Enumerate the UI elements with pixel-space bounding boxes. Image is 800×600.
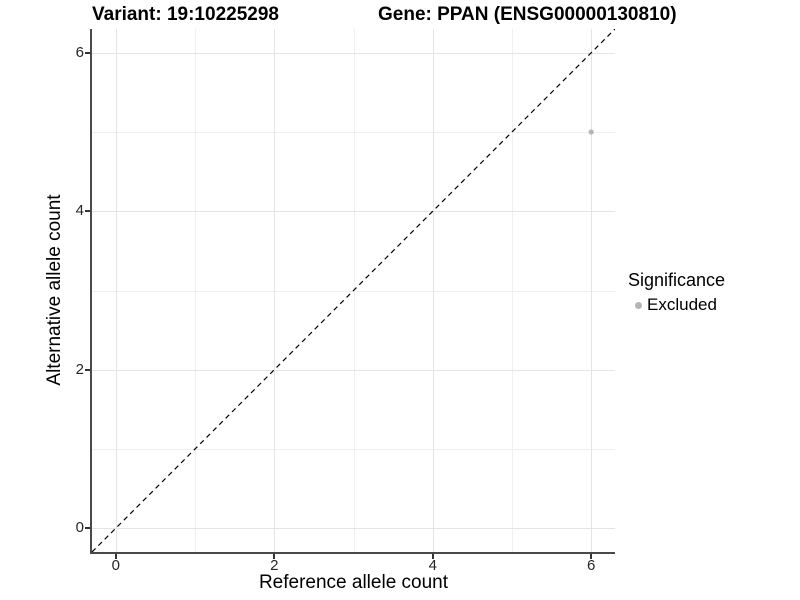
y-tick-label: 4 — [75, 202, 84, 220]
y-major-gridline — [92, 528, 615, 530]
panel-canvas — [92, 29, 615, 552]
identity-reference-line — [92, 29, 615, 552]
x-major-gridline — [274, 29, 276, 552]
plot-title-gene: Gene: PPAN (ENSG00000130810) — [378, 4, 677, 25]
y-axis-tick — [85, 527, 90, 530]
x-tick-label: 0 — [111, 557, 120, 574]
y-tick-label: 0 — [75, 519, 84, 537]
y-axis-tick — [85, 210, 90, 213]
y-axis-tick — [85, 51, 90, 54]
plot-panel — [92, 29, 615, 552]
x-axis-tick — [273, 554, 276, 559]
x-major-gridline — [115, 29, 117, 552]
x-axis-line — [90, 552, 615, 554]
plot-title-variant: Variant: 19:10225298 — [92, 4, 279, 25]
legend-title: Significance — [628, 270, 726, 290]
x-axis-tick — [590, 554, 593, 559]
x-axis-tick — [114, 554, 117, 559]
legend-item-excluded: Excluded — [628, 295, 725, 315]
legend-item-label: Excluded — [647, 295, 717, 314]
legend: Significance Excluded — [628, 270, 725, 315]
x-axis-tick — [431, 554, 434, 559]
data-point — [588, 129, 594, 135]
x-tick-label: 4 — [428, 557, 437, 574]
x-tick-label: 2 — [270, 557, 279, 574]
legend-point-icon — [635, 301, 642, 309]
y-minor-gridline — [92, 448, 615, 450]
y-major-gridline — [92, 52, 615, 54]
y-tick-label: 6 — [75, 43, 84, 61]
y-axis-line — [90, 29, 92, 554]
x-major-gridline — [591, 29, 593, 552]
x-tick-label: 6 — [587, 557, 596, 574]
x-axis-title: Reference allele count — [258, 572, 449, 593]
y-major-gridline — [92, 211, 615, 213]
y-tick-label: 2 — [75, 360, 84, 378]
y-minor-gridline — [92, 132, 615, 133]
y-axis-tick — [85, 368, 90, 371]
x-major-gridline — [432, 29, 434, 552]
y-major-gridline — [92, 369, 615, 371]
y-axis-title: Alternative allele count — [44, 194, 65, 386]
